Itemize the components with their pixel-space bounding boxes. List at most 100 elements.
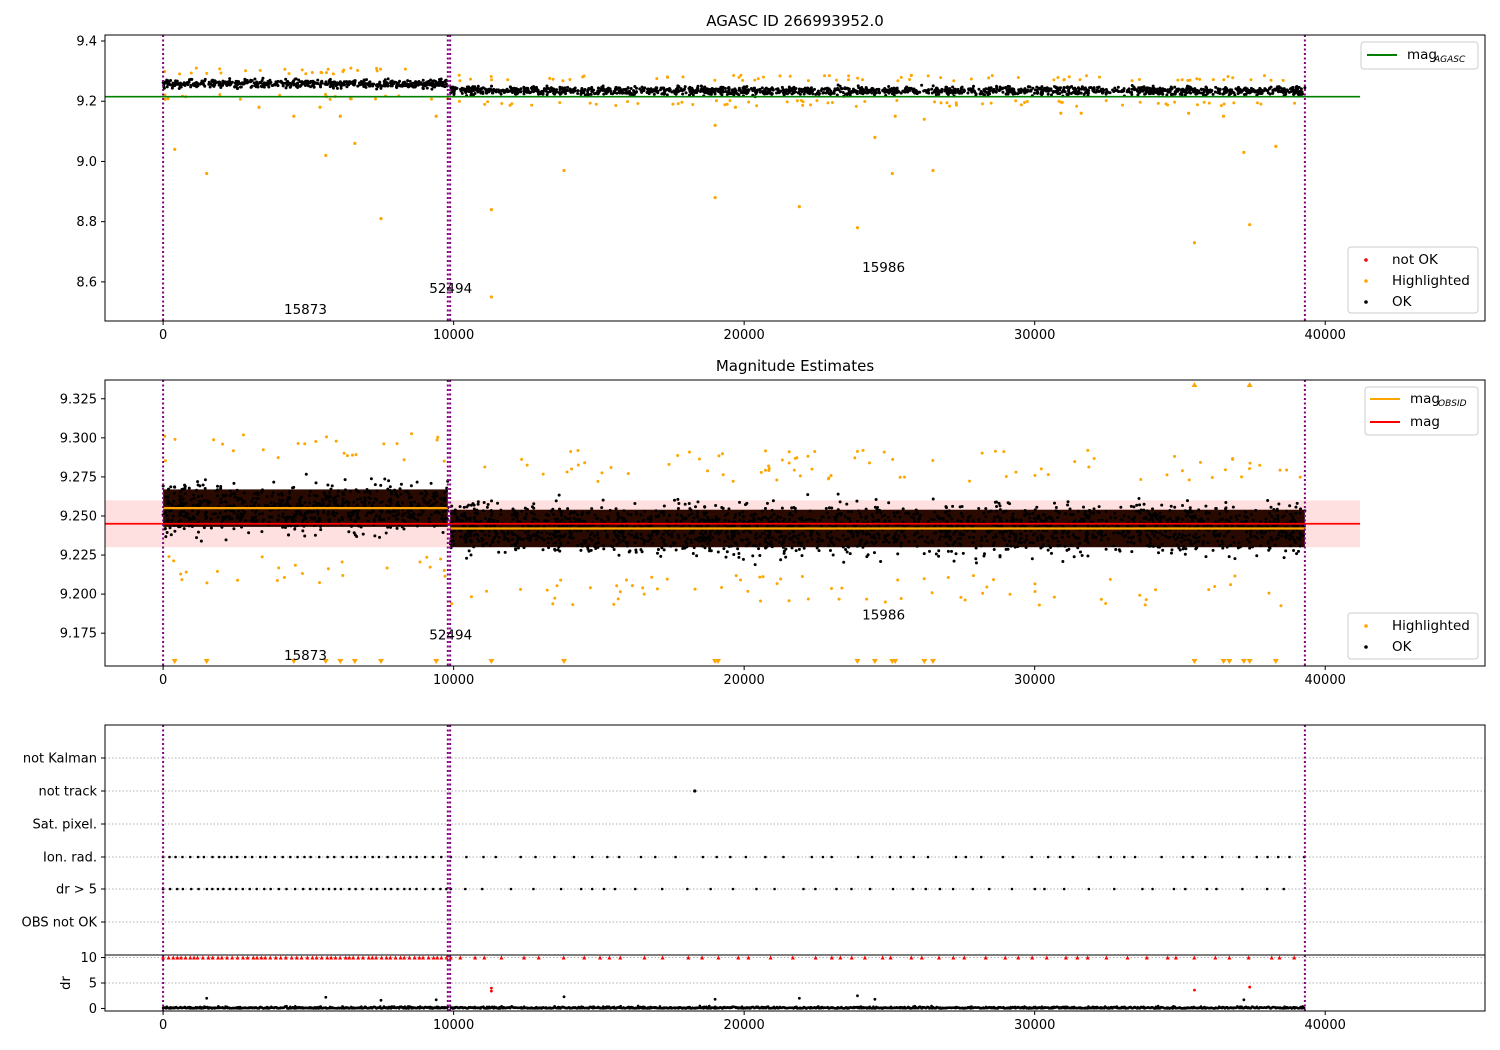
- ok-point: [1138, 539, 1142, 543]
- ok-point: [740, 538, 744, 542]
- ok-point: [553, 535, 557, 539]
- ok-point: [536, 519, 540, 523]
- ok-point: [1168, 90, 1172, 94]
- highlighted-point: [403, 67, 407, 71]
- ok-point: [692, 546, 696, 550]
- ok-point: [422, 81, 426, 85]
- ok-point: [1153, 511, 1157, 515]
- ok-point: [803, 535, 807, 539]
- highlighted-point: [434, 114, 438, 118]
- ok-point: [841, 533, 845, 537]
- ok-point: [1297, 549, 1301, 553]
- ok-point: [733, 541, 737, 545]
- ok-point: [828, 548, 832, 552]
- ok-point: [332, 502, 336, 506]
- ok-point: [1005, 87, 1009, 91]
- ok-point: [616, 86, 620, 90]
- ok-point: [576, 544, 580, 548]
- ok-point: [1054, 89, 1058, 93]
- ok-point: [1170, 548, 1174, 552]
- ok-point: [1016, 92, 1020, 96]
- ok-point: [1080, 85, 1084, 89]
- ok-point: [881, 515, 885, 519]
- ok-point: [273, 83, 277, 87]
- ok-point: [1300, 92, 1304, 96]
- ok-point: [388, 489, 392, 493]
- ok-point: [283, 526, 287, 530]
- ok-point: [512, 86, 516, 90]
- ok-point: [1289, 533, 1293, 537]
- ok-point: [522, 546, 526, 550]
- ok-point: [835, 537, 839, 541]
- ok-point: [1242, 92, 1246, 96]
- ok-point: [262, 81, 266, 85]
- ok-point: [619, 88, 623, 92]
- highlighted-point: [681, 75, 685, 79]
- highlighted-point: [725, 102, 729, 106]
- highlighted-point: [899, 75, 903, 79]
- ok-point: [503, 90, 507, 94]
- ok-point: [1129, 504, 1133, 508]
- ok-point: [1179, 88, 1183, 92]
- ok-point: [754, 544, 758, 548]
- ok-point: [369, 477, 373, 481]
- ok-point: [292, 485, 296, 489]
- ok-point: [483, 516, 487, 520]
- ok-point: [375, 489, 379, 493]
- ok-point: [1253, 89, 1257, 93]
- ok-point: [178, 503, 182, 507]
- ok-point: [179, 495, 183, 499]
- ok-point: [717, 538, 721, 542]
- ok-point: [254, 515, 258, 519]
- ok-point: [241, 498, 245, 502]
- ok-point: [295, 502, 299, 506]
- ok-point: [368, 492, 372, 496]
- highlighted-point: [163, 459, 167, 463]
- ok-point: [1111, 88, 1115, 92]
- ok-point: [1065, 92, 1069, 96]
- ok-point: [406, 79, 410, 83]
- ok-point: [1218, 544, 1222, 548]
- ok-point: [809, 534, 813, 538]
- highlighted-point: [282, 575, 286, 579]
- ok-point: [425, 492, 429, 496]
- highlighted-point: [506, 78, 510, 82]
- ok-point: [984, 90, 988, 94]
- ok-point: [260, 490, 264, 494]
- ok-point: [183, 486, 187, 490]
- ok-point: [939, 535, 943, 539]
- highlighted-point: [863, 100, 867, 104]
- ok-point: [167, 487, 171, 491]
- highlighted-point: [318, 105, 322, 109]
- ok-point: [472, 545, 476, 549]
- ok-point: [997, 89, 1001, 93]
- ok-point: [643, 509, 647, 513]
- ok-point: [388, 485, 392, 489]
- ok-point: [685, 542, 689, 546]
- ok-point: [1200, 87, 1204, 91]
- highlighted-point: [908, 78, 912, 82]
- ok-point: [1174, 538, 1178, 542]
- ok-point: [353, 533, 357, 537]
- ok-point: [183, 515, 187, 519]
- highlighted-point: [395, 442, 399, 446]
- ok-point: [879, 560, 883, 564]
- ok-point: [303, 500, 307, 504]
- ok-point: [516, 87, 520, 91]
- ok-point: [443, 504, 447, 508]
- ok-point: [216, 488, 220, 492]
- ok-point: [1266, 91, 1270, 95]
- ok-point: [383, 78, 387, 82]
- highlighted-point: [342, 451, 346, 455]
- ok-point: [354, 488, 358, 492]
- ok-point: [1256, 90, 1260, 94]
- ok-point: [774, 518, 778, 522]
- ok-point: [1109, 516, 1113, 520]
- ok-point: [953, 530, 957, 534]
- ok-point: [895, 511, 899, 515]
- ok-point: [1199, 91, 1203, 95]
- ok-point: [737, 86, 741, 90]
- ok-point: [357, 490, 361, 494]
- ok-point: [901, 507, 905, 511]
- ok-point: [950, 549, 954, 553]
